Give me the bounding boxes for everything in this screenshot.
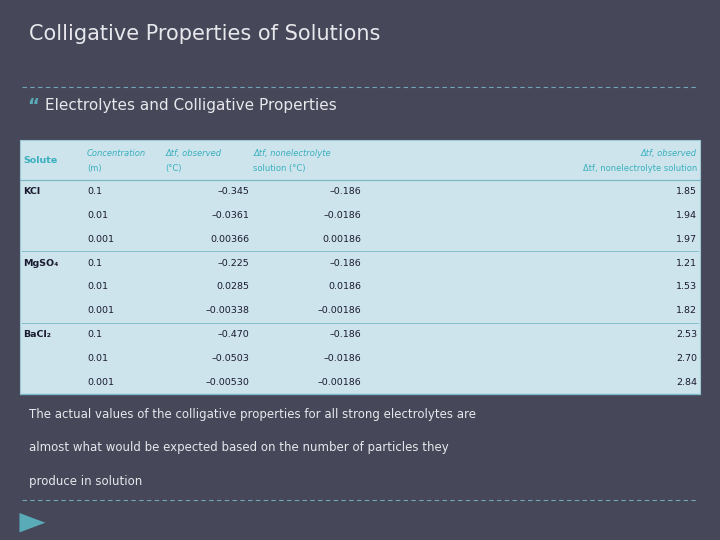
Text: produce in solution: produce in solution <box>29 475 142 488</box>
Text: 1.94: 1.94 <box>676 211 697 220</box>
Text: 1.53: 1.53 <box>676 282 697 292</box>
Text: 1.21: 1.21 <box>676 259 697 268</box>
Text: Δtf, nonelectrolyte solution: Δtf, nonelectrolyte solution <box>582 164 697 173</box>
Text: (m): (m) <box>87 164 102 173</box>
Text: 0.0285: 0.0285 <box>216 282 249 292</box>
Text: Δtf, nonelectrolyte: Δtf, nonelectrolyte <box>253 149 331 158</box>
Text: 0.1: 0.1 <box>88 259 103 268</box>
Text: –0.00186: –0.00186 <box>318 378 361 387</box>
Text: “: “ <box>27 97 39 115</box>
Text: 0.0186: 0.0186 <box>328 282 361 292</box>
Text: –0.186: –0.186 <box>330 259 361 268</box>
Text: 0.001: 0.001 <box>88 306 114 315</box>
Text: The actual values of the colligative properties for all strong electrolytes are: The actual values of the colligative pro… <box>29 408 476 421</box>
Text: 2.84: 2.84 <box>676 378 697 387</box>
Text: 0.1: 0.1 <box>88 330 103 339</box>
Text: –0.00530: –0.00530 <box>205 378 249 387</box>
Text: –0.00338: –0.00338 <box>205 306 249 315</box>
Text: 0.00186: 0.00186 <box>323 235 361 244</box>
Text: –0.0186: –0.0186 <box>323 211 361 220</box>
Text: 0.1: 0.1 <box>88 187 103 196</box>
Text: 1.97: 1.97 <box>676 235 697 244</box>
Text: –0.470: –0.470 <box>217 330 249 339</box>
Text: 0.01: 0.01 <box>88 354 109 363</box>
Text: –0.0361: –0.0361 <box>211 211 249 220</box>
Text: 2.70: 2.70 <box>676 354 697 363</box>
Text: 0.01: 0.01 <box>88 282 109 292</box>
Text: –0.00186: –0.00186 <box>318 306 361 315</box>
Text: –0.0186: –0.0186 <box>323 354 361 363</box>
Text: –0.225: –0.225 <box>217 259 249 268</box>
Text: 1.85: 1.85 <box>676 187 697 196</box>
Text: Concentration: Concentration <box>87 149 146 158</box>
Text: 0.001: 0.001 <box>88 378 114 387</box>
Text: –0.345: –0.345 <box>217 187 249 196</box>
Text: (°C): (°C) <box>165 164 181 173</box>
Text: MgSO₄: MgSO₄ <box>23 259 58 268</box>
Text: Colligative Properties of Solutions: Colligative Properties of Solutions <box>29 24 380 44</box>
Text: Δtf, observed: Δtf, observed <box>165 149 221 158</box>
Text: Electrolytes and Colligative Properties: Electrolytes and Colligative Properties <box>45 98 337 113</box>
Text: Solute: Solute <box>23 156 58 165</box>
Polygon shape <box>19 513 45 532</box>
Text: 0.01: 0.01 <box>88 211 109 220</box>
Text: 1.82: 1.82 <box>676 306 697 315</box>
Text: solution (°C): solution (°C) <box>253 164 306 173</box>
Text: Δtf, observed: Δtf, observed <box>641 149 697 158</box>
Text: almost what would be expected based on the number of particles they: almost what would be expected based on t… <box>29 441 449 454</box>
Text: –0.186: –0.186 <box>330 187 361 196</box>
Text: KCl: KCl <box>23 187 40 196</box>
Text: –0.0503: –0.0503 <box>211 354 249 363</box>
Text: 0.001: 0.001 <box>88 235 114 244</box>
Text: 2.53: 2.53 <box>676 330 697 339</box>
Text: 0.00366: 0.00366 <box>210 235 249 244</box>
Text: –0.186: –0.186 <box>330 330 361 339</box>
Text: BaCl₂: BaCl₂ <box>23 330 51 339</box>
